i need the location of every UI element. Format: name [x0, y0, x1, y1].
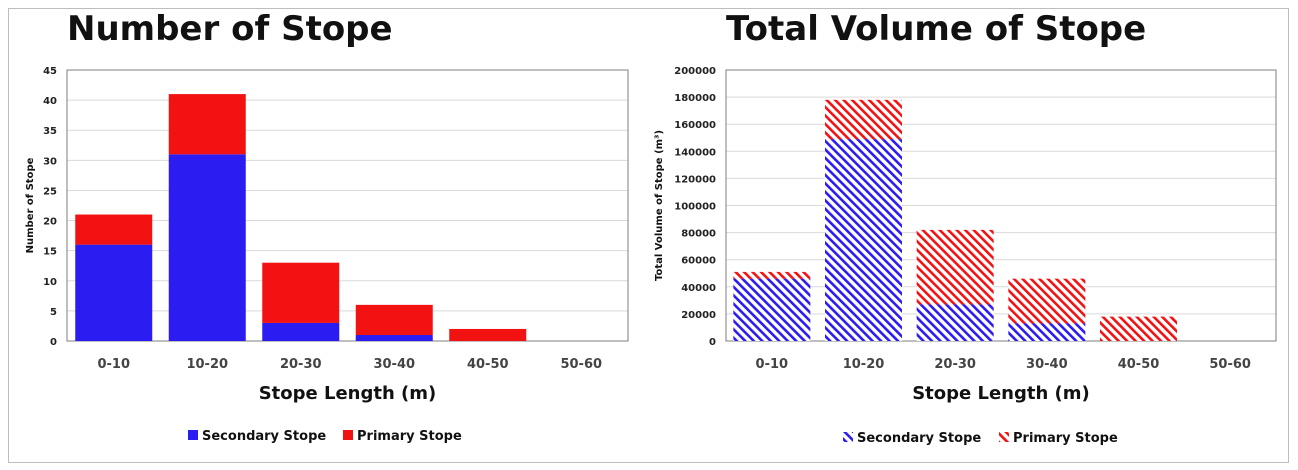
x-tick-label: 30-40	[373, 357, 415, 372]
y-tick-label: 160000	[674, 120, 716, 131]
y-tick-label: 35	[43, 126, 57, 137]
x-tick-label: 50-60	[1209, 357, 1251, 372]
chart-number-of-stope: Number of Stope 0 5 10 15 20 25 30 35 40 45 0-10 10-…	[0, 0, 640, 470]
x-axis-label: Stope Length (m)	[912, 383, 1090, 404]
plot-area-border	[66, 69, 629, 342]
y-tick-label: 0	[50, 337, 57, 348]
y-tick-label: 180000	[674, 93, 716, 104]
bar-primary-stope-10-20	[825, 99, 902, 140]
legend-label-primary-stope: Primary Stope	[1013, 431, 1118, 446]
chart-title: Number of Stope	[67, 9, 393, 49]
y-axis-label: Number of Stope	[25, 157, 36, 253]
bar-secondary-stope-0-10	[733, 278, 811, 341]
y-tick-label: 45	[43, 66, 57, 77]
x-tick-label: 20-30	[280, 357, 322, 372]
bar-primary-stope-30-40	[355, 304, 433, 335]
y-tick-label: 10	[43, 277, 57, 288]
legend-swatch-secondary-stope	[188, 430, 198, 440]
y-tick-label: 120000	[674, 174, 716, 185]
legend-swatch-primary-stope	[343, 430, 353, 440]
legend-swatch-primary-stope	[999, 432, 1009, 442]
y-tick-label: 0	[709, 337, 716, 348]
bar-primary-stope-40-50	[1100, 316, 1177, 341]
y-tick-label: 30	[43, 156, 57, 167]
y-tick-label: 5	[50, 307, 57, 318]
y-tick-label: 25	[43, 186, 57, 197]
legend-label-secondary-stope: Secondary Stope	[202, 429, 326, 444]
y-tick-label: 40	[43, 96, 57, 107]
y-tick-label: 140000	[674, 147, 716, 158]
y-tick-label: 100000	[674, 202, 716, 213]
x-tick-label: 10-20	[186, 357, 228, 372]
figure-frame	[8, 8, 1289, 463]
bar-secondary-stope-20-30	[916, 304, 994, 341]
bar-secondary-stope-30-40	[1008, 323, 1086, 341]
legend-label-secondary-stope: Secondary Stope	[857, 431, 981, 446]
x-tick-label: 40-50	[467, 357, 509, 372]
bar-secondary-stope-20-30	[262, 322, 340, 341]
bar-secondary-stope-0-10	[75, 244, 153, 341]
bar-primary-stope-20-30	[916, 229, 994, 305]
x-tick-label: 20-30	[934, 357, 976, 372]
chart-number-of-stope-svg: Number of Stope 0 5 10 15 20 25 30 35 40 45 0-10 10-…	[25, 9, 629, 444]
y-tick-label: 80000	[681, 229, 716, 240]
x-tick-label: 0-10	[756, 357, 789, 372]
x-tick-label: 0-10	[97, 357, 130, 372]
y-tick-label: 40000	[681, 283, 716, 294]
legend-swatch-secondary-stope	[843, 432, 853, 442]
x-tick-label: 50-60	[560, 357, 602, 372]
legend-label-primary-stope: Primary Stope	[357, 429, 462, 444]
y-tick-label: 60000	[681, 256, 716, 267]
bar-primary-stope-0-10	[75, 214, 153, 245]
chart-title: Total Volume of Stope	[726, 9, 1146, 49]
chart-total-volume-svg: Total Volume of Stope 0 20000 40000 60000 800…	[654, 9, 1277, 446]
x-tick-label: 30-40	[1026, 357, 1068, 372]
y-tick-label: 20	[43, 217, 57, 228]
chart-total-volume: Total Volume of Stope 0 20000 40000 60000 800…	[640, 0, 1298, 470]
x-tick-label: 10-20	[843, 357, 885, 372]
bar-primary-stope-10-20	[168, 94, 246, 155]
y-tick-label: 20000	[681, 310, 716, 321]
bar-primary-stope-40-50	[449, 328, 527, 341]
bar-primary-stope-0-10	[733, 271, 811, 279]
y-axis-label: Total Volume of Stope (m³)	[654, 130, 665, 281]
x-axis-label: Stope Length (m)	[259, 383, 437, 404]
y-tick-label: 15	[43, 247, 57, 258]
bar-secondary-stope-10-20	[168, 154, 246, 341]
bar-secondary-stope-30-40	[355, 334, 433, 341]
y-tick-label: 200000	[674, 66, 716, 77]
bar-primary-stope-20-30	[262, 262, 340, 323]
bar-secondary-stope-10-20	[825, 139, 902, 341]
x-tick-label: 40-50	[1118, 357, 1160, 372]
bar-primary-stope-30-40	[1008, 278, 1086, 324]
plot-area-border	[725, 69, 1277, 342]
